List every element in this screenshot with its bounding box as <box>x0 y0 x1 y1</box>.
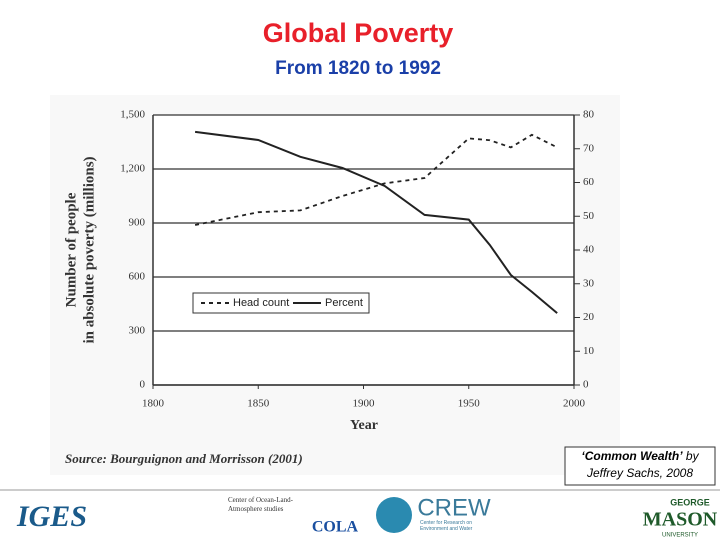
slide-subtitle: From 1820 to 1992 <box>275 58 441 79</box>
x-tick-label: 1800 <box>142 398 165 410</box>
y2-tick-label: 20 <box>583 311 595 323</box>
series-line <box>194 130 558 314</box>
crew-note: Center for Research on Environment and W… <box>420 520 473 532</box>
x-axis-title: Year <box>350 418 378 433</box>
y2-tick-label: 0 <box>583 379 589 391</box>
caption-title: ‘Common Wealth’ <box>581 449 683 463</box>
y-tick-label: 1,500 <box>120 109 145 121</box>
source: Source: Bourguignon and Morrisson (2001) <box>65 451 303 466</box>
caption-by: by <box>686 449 700 463</box>
x-tick-label: 1950 <box>458 398 481 410</box>
x-tick-label: 1900 <box>353 398 376 410</box>
y2-tick-label: 80 <box>583 109 595 121</box>
y-axis-title: Number of people in absolute poverty (mi… <box>63 156 97 343</box>
y2-tick-label: 70 <box>583 142 595 154</box>
cola-logo: COLA <box>312 519 359 536</box>
y-tick-label: 1,200 <box>120 163 145 175</box>
y2-tick-label: 50 <box>583 210 595 222</box>
crew-logo: CREW <box>417 494 491 521</box>
y-axis-title-line: Number of people <box>63 192 79 307</box>
gmu-bottom: UNIVERSITY <box>662 533 698 539</box>
y2-tick-label: 30 <box>583 277 595 289</box>
y-tick-label: 0 <box>140 379 146 391</box>
series-line <box>194 133 558 226</box>
crew-note-box: Center for Research on Environment and W… <box>420 520 473 532</box>
caption-author: Jeffrey Sachs, 2008 <box>586 466 693 480</box>
x-tick-label: 1850 <box>247 398 270 410</box>
legend-label: Head count <box>233 297 289 309</box>
gmu-top: GEORGE <box>670 497 710 507</box>
y-axis-title-line: in absolute poverty (millions) <box>81 156 97 343</box>
y-tick-label: 900 <box>129 217 146 229</box>
y-tick-label: 300 <box>129 325 146 337</box>
cola-note: Center of Ocean-Land-Atmosphere studies <box>228 496 293 513</box>
iges-logo: IGES <box>16 500 87 533</box>
slide-title: Global Poverty <box>263 18 454 48</box>
legend-box <box>192 292 370 314</box>
caption-box <box>564 446 716 486</box>
y2-tick-label: 60 <box>583 176 595 188</box>
crew-emblem <box>376 497 412 533</box>
caption: ‘Common Wealth’ by <box>581 449 699 463</box>
cola-note-box: Center of Ocean-Land-Atmosphere studies <box>228 496 293 513</box>
y-tick-label: 600 <box>129 271 146 283</box>
x-tick-label: 2000 <box>563 398 586 410</box>
y2-tick-label: 10 <box>583 345 595 357</box>
legend-label: Percent <box>325 297 363 309</box>
gmu-logo: MASON <box>643 509 718 531</box>
plot-area <box>153 115 574 385</box>
y2-tick-label: 40 <box>583 244 595 256</box>
plot: 0 300 600 900 1,200 1,500 0 10 20 30 40 50 60 70 80 180… <box>120 109 594 410</box>
